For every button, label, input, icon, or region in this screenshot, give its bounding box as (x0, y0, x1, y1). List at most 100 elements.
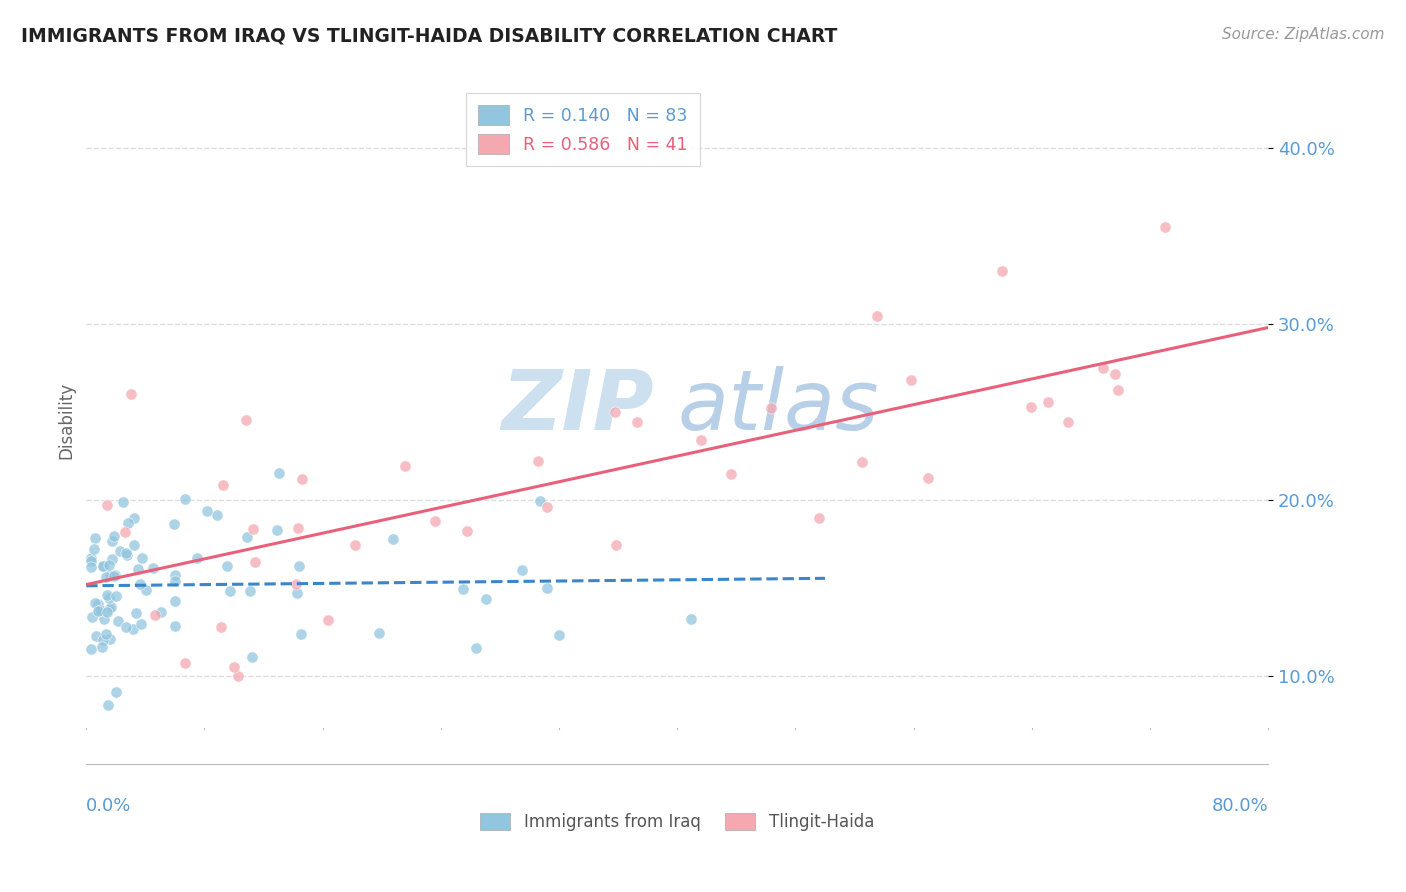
Point (135, 583, 157, 598)
Point (1019, 401, 1042, 415)
Point (80, 641, 103, 656)
Point (425, 514, 447, 528)
Point (195, 504, 218, 518)
Point (226, 668, 249, 682)
Text: IMMIGRANTS FROM IRAQ VS TLINGIT-HAIDA DISABILITY CORRELATION CHART: IMMIGRANTS FROM IRAQ VS TLINGIT-HAIDA DI… (21, 27, 838, 45)
Point (720, 467, 742, 482)
Point (115, 546, 138, 560)
Point (917, 470, 939, 484)
Point (103, 569, 125, 583)
Point (115, 620, 138, 634)
Point (217, 559, 239, 574)
Point (851, 455, 873, 469)
Point (105, 589, 128, 603)
Point (865, 310, 887, 324)
Point (536, 500, 558, 514)
Point (1107, 383, 1129, 397)
Point (267, 467, 290, 481)
Text: ZIP: ZIP (501, 367, 654, 447)
Point (108, 544, 131, 558)
Point (98, 632, 121, 646)
Point (163, 574, 186, 589)
Point (104, 568, 127, 582)
Point (603, 405, 626, 419)
Point (1104, 368, 1126, 382)
Point (122, 622, 145, 636)
Point (115, 549, 138, 563)
Point (122, 538, 145, 552)
Point (93, 558, 115, 573)
Point (93, 612, 115, 626)
Point (94, 626, 117, 640)
Point (808, 510, 831, 524)
Point (127, 562, 149, 576)
Point (103, 529, 125, 543)
Point (91, 640, 114, 654)
Point (80, 610, 103, 624)
Point (474, 592, 496, 607)
Point (900, 373, 922, 387)
Point (96, 498, 118, 512)
Point (87, 603, 110, 617)
Point (165, 619, 187, 633)
Point (174, 492, 197, 507)
Point (527, 454, 550, 468)
Point (626, 415, 648, 429)
Point (143, 607, 166, 622)
Point (287, 521, 309, 535)
Point (548, 628, 571, 642)
Legend: R = 0.140   N = 83, R = 0.586   N = 41: R = 0.140 N = 83, R = 0.586 N = 41 (465, 93, 700, 166)
Point (94, 570, 117, 584)
Point (1038, 395, 1060, 409)
Point (98, 567, 121, 582)
Point (80, 560, 103, 574)
Point (605, 538, 627, 552)
Point (266, 523, 288, 537)
Point (382, 532, 405, 546)
Text: Source: ZipAtlas.com: Source: ZipAtlas.com (1222, 27, 1385, 42)
Point (91, 558, 114, 573)
Point (83, 596, 105, 610)
Point (759, 401, 782, 415)
Point (112, 495, 135, 509)
Point (125, 606, 148, 620)
Point (101, 533, 124, 548)
Point (285, 576, 308, 591)
Point (367, 625, 389, 640)
Point (163, 517, 186, 532)
Point (131, 550, 153, 565)
Point (318, 613, 340, 627)
Point (104, 685, 127, 699)
Point (1092, 361, 1115, 376)
Point (80, 554, 103, 568)
Point (991, 264, 1014, 278)
Point (285, 586, 308, 600)
Point (344, 539, 367, 553)
Point (122, 511, 145, 525)
Text: atlas: atlas (678, 367, 879, 447)
Point (456, 524, 478, 539)
Point (93, 633, 115, 648)
Point (165, 568, 187, 582)
Point (87, 597, 110, 611)
Point (101, 552, 124, 566)
Point (129, 577, 152, 591)
Point (512, 563, 534, 577)
Point (242, 522, 264, 536)
Point (243, 555, 266, 569)
Point (96, 605, 118, 619)
Point (87, 604, 110, 618)
Point (114, 524, 136, 539)
Point (97, 698, 120, 713)
Point (291, 472, 314, 486)
Point (150, 605, 173, 619)
Point (1056, 416, 1078, 430)
Point (120, 387, 142, 401)
Point (236, 531, 259, 545)
Point (464, 640, 486, 655)
Point (209, 620, 232, 634)
Text: 0.0%: 0.0% (86, 797, 132, 814)
Point (238, 584, 260, 599)
Point (290, 627, 312, 641)
Y-axis label: Disability: Disability (58, 382, 75, 459)
